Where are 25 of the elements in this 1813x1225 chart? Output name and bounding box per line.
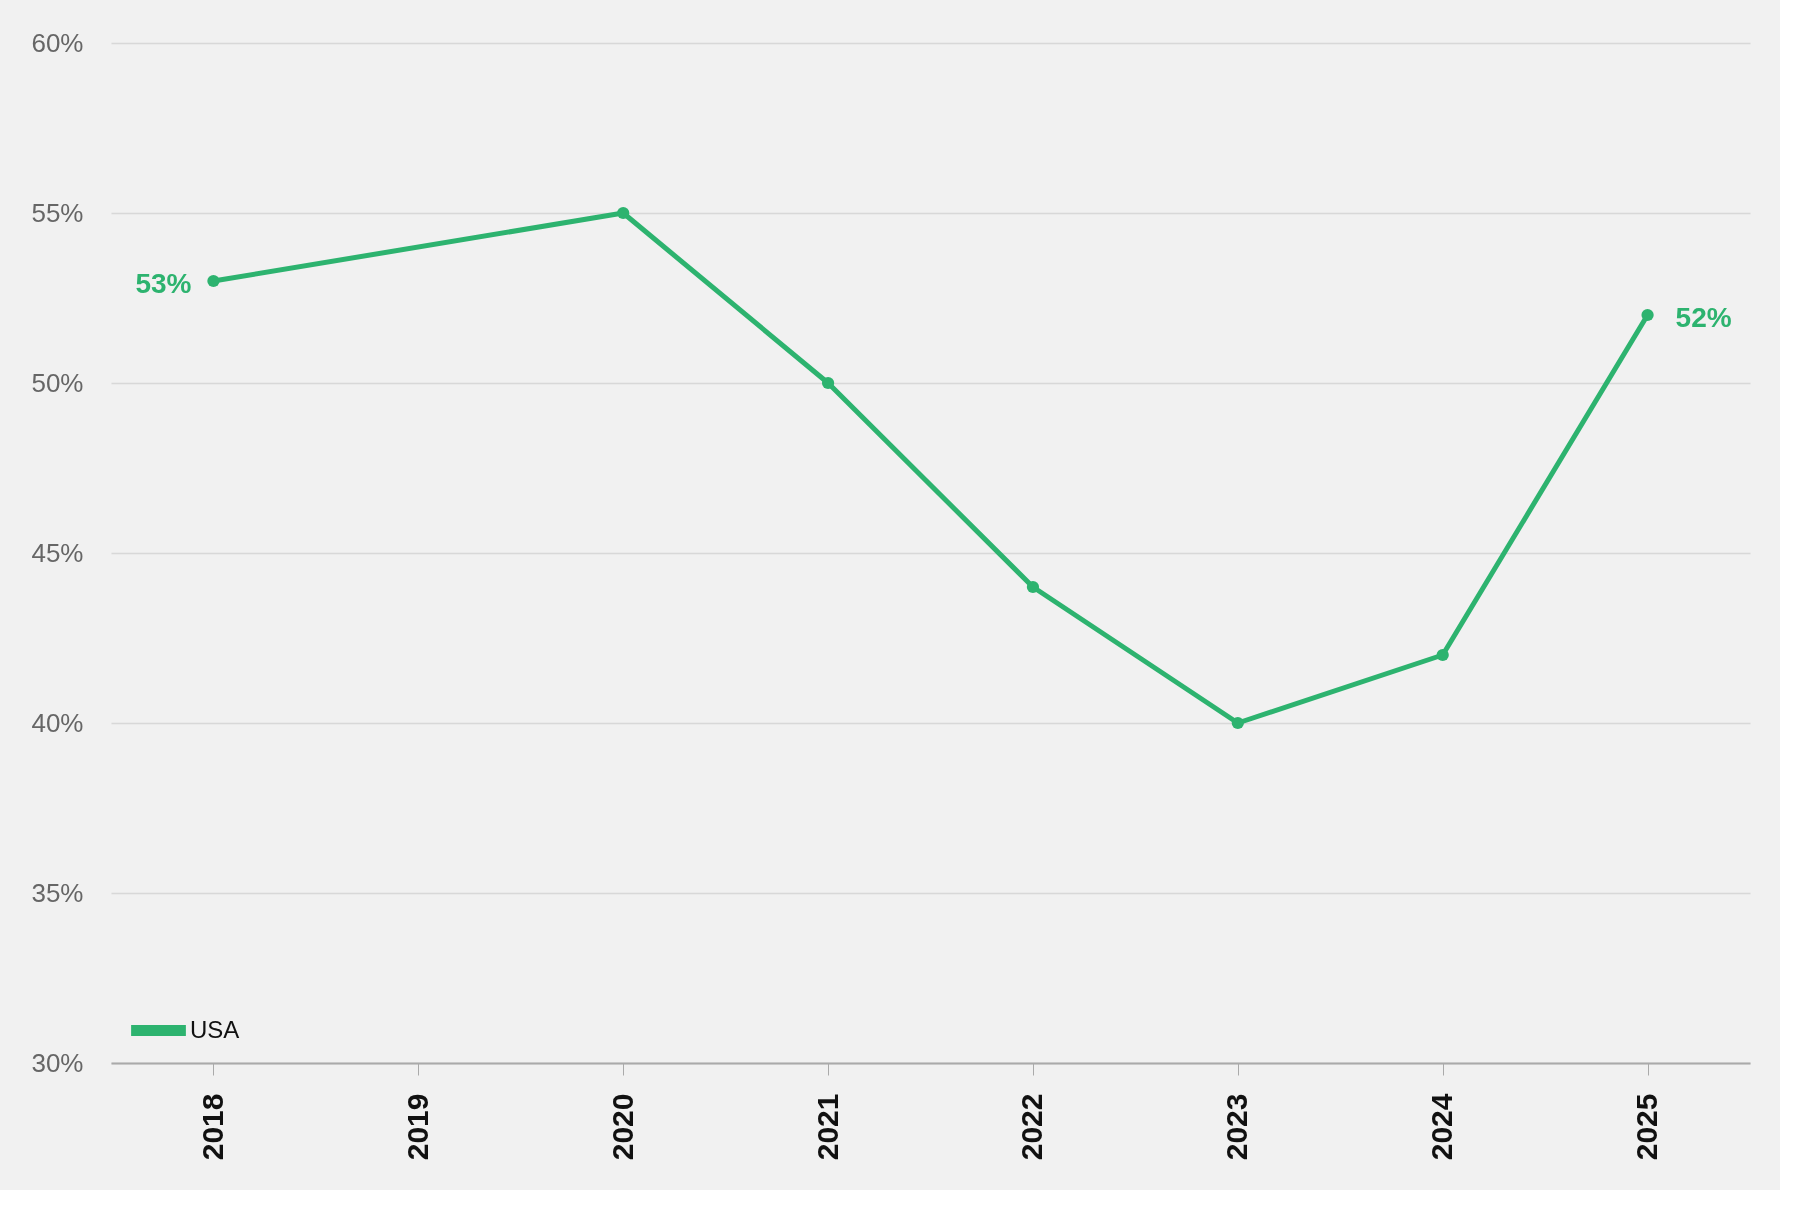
point xyxy=(1231,716,1244,730)
x-tick-label: 2019 xyxy=(400,1093,434,1161)
x-tick-label: 2022 xyxy=(1015,1093,1049,1161)
x-tick-label: 2024 xyxy=(1425,1093,1459,1161)
data-label: 52% xyxy=(1675,302,1732,333)
x-tick-label: 2021 xyxy=(810,1093,844,1161)
y-tick-label: 45% xyxy=(31,537,84,568)
x-tick-label: 2025 xyxy=(1630,1093,1664,1161)
point xyxy=(1641,308,1654,322)
y-tick-label: 30% xyxy=(31,1047,84,1078)
data-label: 53% xyxy=(135,268,192,299)
y-tick-label: 50% xyxy=(31,367,84,398)
y-tick-label: 40% xyxy=(31,707,84,738)
x-tick-label: 2020 xyxy=(605,1093,639,1161)
point xyxy=(1436,648,1449,662)
y-tick-label: 55% xyxy=(31,197,84,228)
point xyxy=(821,376,835,390)
x-tick-label: 2018 xyxy=(195,1093,229,1161)
y-tick-label: 35% xyxy=(31,877,84,908)
point xyxy=(207,274,220,288)
point xyxy=(1026,580,1040,594)
legend-label: USA xyxy=(190,1015,240,1043)
x-tick-label: 2023 xyxy=(1220,1093,1254,1161)
y-tick-label: 60% xyxy=(31,27,84,58)
point xyxy=(617,206,630,220)
